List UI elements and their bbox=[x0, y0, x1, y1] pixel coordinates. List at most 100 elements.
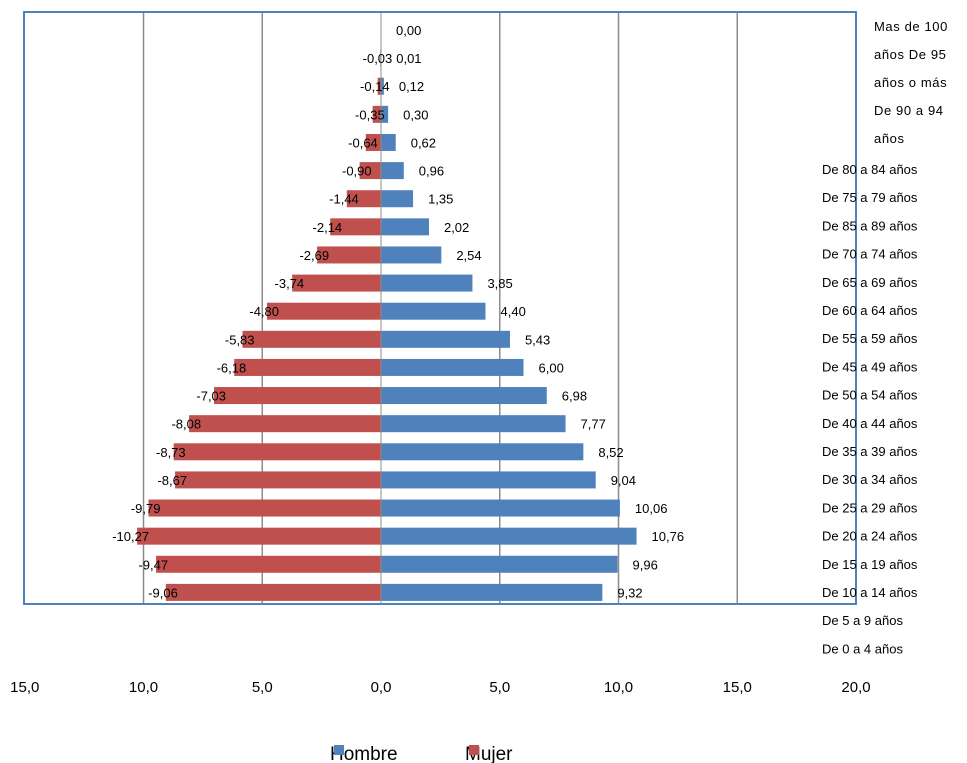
data-label-mujer: -10,27 bbox=[112, 529, 149, 544]
category-label: De 40 a 44 años bbox=[822, 416, 918, 431]
x-tick-label: 0,0 bbox=[371, 679, 392, 696]
bar-hombre bbox=[381, 387, 547, 405]
data-label-mujer: -5,83 bbox=[225, 332, 255, 347]
category-header-label: Mas de 100 bbox=[874, 19, 948, 34]
x-tick-label: 5,0 bbox=[252, 679, 273, 696]
category-header-label: años De 95 bbox=[874, 47, 947, 62]
data-label-mujer: -8,67 bbox=[157, 473, 187, 488]
bar-mujer bbox=[234, 358, 381, 376]
category-label: De 65 a 69 años bbox=[822, 275, 918, 290]
legend-swatch bbox=[334, 745, 344, 755]
data-label-mujer: -2,69 bbox=[299, 248, 329, 263]
data-label-hombre: 0,96 bbox=[419, 164, 444, 179]
bar-hombre bbox=[381, 527, 637, 545]
data-label-mujer: -4,80 bbox=[249, 304, 279, 319]
x-tick-label: 15,0 bbox=[723, 679, 752, 696]
data-label-hombre: 3,85 bbox=[487, 276, 512, 291]
data-label-hombre: 6,98 bbox=[562, 389, 587, 404]
category-label: De 30 a 34 años bbox=[822, 472, 918, 487]
data-label-mujer: -6,18 bbox=[217, 360, 247, 375]
category-label: De 60 a 64 años bbox=[822, 303, 918, 318]
data-label-hombre: 2,02 bbox=[444, 220, 469, 235]
data-label-hombre: 10,06 bbox=[635, 501, 668, 516]
bar-mujer bbox=[156, 555, 381, 573]
bar-hombre bbox=[381, 443, 584, 461]
data-label-mujer: -1,44 bbox=[329, 192, 359, 207]
bars bbox=[137, 49, 637, 601]
bar-hombre bbox=[381, 77, 384, 95]
category-label: De 15 a 19 años bbox=[822, 557, 918, 572]
category-label: De 10 a 14 años bbox=[822, 585, 918, 600]
category-label: De 80 a 84 años bbox=[822, 162, 918, 177]
category-label: De 0 a 4 años bbox=[822, 641, 903, 656]
data-label-hombre: 0,01 bbox=[396, 51, 421, 66]
data-label-mujer: -9,47 bbox=[138, 557, 168, 572]
data-label-mujer: -8,08 bbox=[171, 417, 201, 432]
data-label-mujer: -7,03 bbox=[196, 389, 226, 404]
bar-mujer bbox=[317, 246, 381, 264]
bar-mujer bbox=[165, 583, 381, 601]
data-label-hombre: 7,77 bbox=[581, 417, 606, 432]
data-label-mujer: -0,35 bbox=[355, 107, 385, 122]
bar-hombre bbox=[381, 162, 404, 180]
x-tick-label: 10,0 bbox=[129, 679, 158, 696]
bar-mujer bbox=[330, 218, 381, 236]
bar-mujer bbox=[292, 274, 381, 292]
category-label: De 55 a 59 años bbox=[822, 331, 918, 346]
data-label-hombre: 0,62 bbox=[411, 135, 436, 150]
data-label-hombre: 8,52 bbox=[598, 445, 623, 460]
data-label-mujer: -0,90 bbox=[342, 164, 372, 179]
data-label-mujer: -9,79 bbox=[131, 501, 161, 516]
category-header-label: De 90 a 94 bbox=[874, 103, 944, 118]
plot-area-frame bbox=[23, 11, 857, 605]
category-label: De 35 a 39 años bbox=[822, 444, 918, 459]
category-header-label: años bbox=[874, 131, 905, 146]
data-label-mujer: -3,74 bbox=[275, 276, 305, 291]
data-label-hombre: 10,76 bbox=[652, 529, 685, 544]
category-labels: Mas de 100 años De 95 años o más De 90 a 94… bbox=[822, 19, 948, 656]
data-label-hombre: 0,00 bbox=[396, 23, 421, 38]
category-label: De 50 a 54 años bbox=[822, 388, 918, 403]
bar-hombre bbox=[381, 190, 414, 208]
category-label: De 85 a 89 años bbox=[822, 218, 918, 233]
category-label: De 20 a 24 años bbox=[822, 529, 918, 544]
category-header-label: años o más bbox=[874, 75, 947, 90]
x-tick-label: 10,0 bbox=[604, 679, 633, 696]
x-tick-label: 20,0 bbox=[841, 679, 870, 696]
data-label-hombre: 0,30 bbox=[403, 107, 428, 122]
category-label: De 5 a 9 años bbox=[822, 613, 903, 628]
bar-hombre bbox=[381, 555, 618, 573]
bar-hombre bbox=[381, 358, 524, 376]
data-label-hombre: 0,12 bbox=[399, 79, 424, 94]
category-label: De 45 a 49 años bbox=[822, 359, 918, 374]
data-label-mujer: -2,14 bbox=[313, 220, 343, 235]
data-label-hombre: 1,35 bbox=[428, 192, 453, 207]
data-label-mujer: -0,64 bbox=[348, 135, 378, 150]
legend: Hombre Mujer bbox=[330, 744, 513, 763]
bar-hombre bbox=[381, 133, 396, 151]
data-label-mujer: -0,03 bbox=[363, 51, 393, 66]
bar-hombre bbox=[381, 246, 442, 264]
category-label: De 70 a 74 años bbox=[822, 247, 918, 262]
bar-hombre bbox=[381, 415, 566, 433]
data-label-hombre: 9,32 bbox=[617, 585, 642, 600]
bar-hombre bbox=[381, 330, 510, 348]
data-label-hombre: 9,96 bbox=[633, 557, 658, 572]
bar-mujer bbox=[175, 471, 381, 489]
bar-mujer bbox=[189, 415, 381, 433]
bar-hombre bbox=[381, 274, 473, 292]
bar-hombre bbox=[381, 302, 486, 320]
data-label-hombre: 5,43 bbox=[525, 332, 550, 347]
bar-mujer bbox=[365, 133, 381, 151]
category-label: De 25 a 29 años bbox=[822, 500, 918, 515]
bar-mujer bbox=[173, 443, 381, 461]
bar-mujer bbox=[148, 499, 381, 517]
bar-hombre bbox=[381, 105, 389, 123]
data-label-hombre: 6,00 bbox=[539, 360, 564, 375]
bar-mujer bbox=[214, 387, 381, 405]
category-label: De 75 a 79 años bbox=[822, 190, 918, 205]
bar-hombre bbox=[381, 583, 603, 601]
bar-hombre bbox=[381, 218, 429, 236]
bar-mujer bbox=[242, 330, 381, 348]
